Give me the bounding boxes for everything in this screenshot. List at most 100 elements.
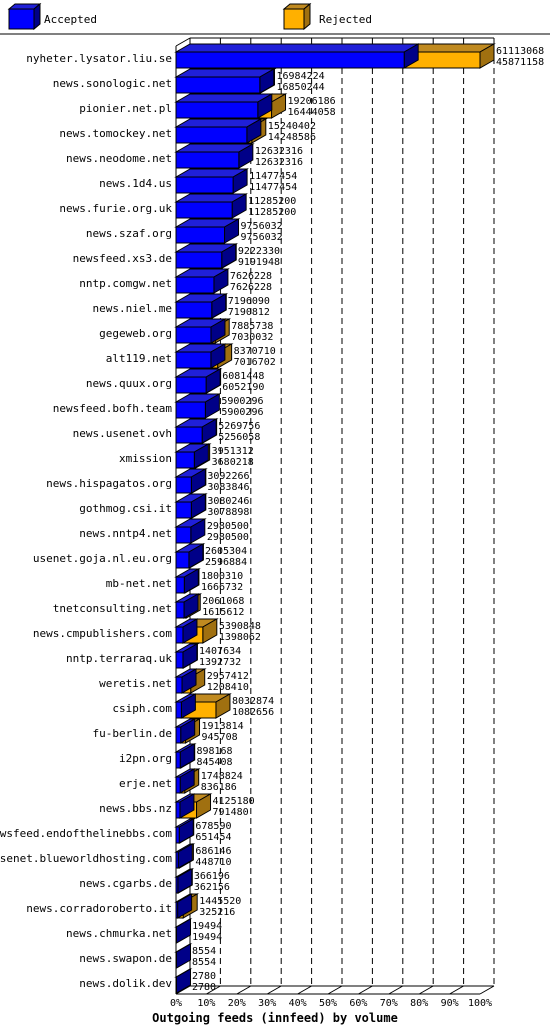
total-value-label: 12632316 (255, 146, 303, 157)
accepted-bar (174, 518, 207, 544)
category-label: newsfeed.xs3.de (73, 252, 172, 265)
total-value-label: 7626228 (230, 271, 272, 282)
accepted-bar (174, 168, 249, 194)
accepted-value-label: 845408 (196, 757, 232, 768)
accepted-bar (174, 318, 227, 344)
accepted-value-label: 1615612 (202, 607, 244, 618)
category-label: news.usenet.ovh (73, 427, 172, 440)
accepted-bar (174, 568, 201, 594)
total-value-label: 3951312 (212, 446, 254, 457)
legend-accepted-label: Accepted (44, 13, 97, 26)
accepted-bar (174, 693, 198, 719)
accepted-value-label: 11285200 (248, 207, 296, 218)
category-label: fu-berlin.de (93, 727, 172, 740)
accepted-bar (174, 118, 263, 144)
total-value-label: 6081448 (222, 371, 264, 382)
accepted-bar (174, 368, 222, 394)
category-label: news.szaf.org (86, 227, 172, 240)
total-value-label: 5390848 (219, 621, 261, 632)
total-value-label: 9756032 (241, 221, 283, 232)
accepted-value-label: 3078898 (207, 507, 249, 518)
x-tick-label: 0% (170, 998, 182, 1009)
category-label: xmission (119, 452, 172, 465)
total-value-label: 898168 (196, 746, 232, 757)
legend-rejected-swatch (282, 2, 312, 31)
floor-line (388, 985, 404, 995)
category-label: news.nntp4.net (79, 527, 172, 540)
category-label: newsfeed.endofthelinebbs.com (0, 827, 172, 840)
total-value-label: 7885738 (231, 321, 273, 332)
floor-line (297, 985, 312, 995)
category-label: news.hispagatos.org (46, 477, 172, 490)
total-value-label: 11477454 (249, 171, 297, 182)
accepted-value-label: 325216 (199, 907, 235, 918)
accepted-value-label: 1082656 (232, 707, 274, 718)
category-label: news.furie.org.uk (59, 202, 172, 215)
top-depth-edge (175, 37, 191, 47)
category-label: tnetconsulting.net (53, 602, 172, 615)
accepted-bar (174, 943, 193, 969)
total-value-label: 3092266 (207, 471, 249, 482)
accepted-value-label: 7030032 (231, 332, 273, 343)
accepted-value-label: 7626228 (230, 282, 272, 293)
total-value-label: 366196 (194, 871, 230, 882)
floor-line (327, 985, 343, 995)
category-label: gegeweb.org (99, 327, 172, 340)
total-value-label: 11285200 (248, 196, 296, 207)
category-label: news.swapon.de (79, 952, 172, 965)
category-label: news.corradoroberto.it (26, 902, 172, 915)
category-label: news.cgarbs.de (79, 877, 172, 890)
total-value-label: 1407634 (199, 646, 241, 657)
rejected-bar (402, 43, 496, 69)
chart-title: Outgoing feeds (innfeed) by volume (152, 1011, 398, 1025)
x-tick-label: 20% (228, 998, 246, 1009)
category-label: usenet.goja.nl.eu.org (33, 552, 172, 565)
total-value-label: 8370710 (234, 346, 276, 357)
total-value-label: 2061068 (202, 596, 244, 607)
accepted-bar (174, 543, 205, 569)
category-label: news.tomockey.net (59, 127, 172, 140)
accepted-value-label: 12632316 (255, 157, 303, 168)
accepted-value-label: 16850244 (276, 82, 324, 93)
category-label: news.cmpublishers.com (33, 627, 172, 640)
accepted-bar (174, 193, 249, 219)
accepted-value-label: 945708 (202, 732, 238, 743)
total-value-label: 8032874 (232, 696, 274, 707)
category-label: nntp.terraraq.uk (66, 652, 172, 665)
accepted-bar (174, 343, 227, 369)
accepted-bar (174, 818, 196, 844)
accepted-value-label: 45871158 (496, 57, 544, 68)
accepted-bar (174, 443, 211, 469)
accepted-value-label: 448710 (195, 857, 231, 868)
floor-line (236, 985, 252, 995)
accepted-bar (174, 893, 194, 919)
x-axis-ticks: 0% 10% 20% 30% 40% 50% 60% 70% 80% 90% 100% (170, 998, 492, 1009)
category-label: weretis.net (99, 677, 172, 690)
total-value-label: 1800310 (201, 571, 243, 582)
total-value-label: 19206186 (288, 96, 336, 107)
total-value-label: 5269756 (218, 421, 260, 432)
x-tick-label: 50% (319, 998, 337, 1009)
floor-line (449, 985, 464, 995)
total-value-label: 61113068 (496, 46, 544, 57)
category-label: news.quux.org (86, 377, 172, 390)
accepted-value-label: 1392732 (199, 657, 241, 668)
floor-line (266, 985, 282, 995)
x-tick-label: 40% (289, 998, 307, 1009)
accepted-bar (174, 218, 241, 244)
accepted-bar (174, 843, 195, 869)
total-value-label: 7196090 (228, 296, 270, 307)
floor-line (358, 985, 373, 995)
bars (174, 43, 496, 994)
category-label: nntp.comgw.net (79, 277, 172, 290)
floor-line (206, 985, 221, 995)
category-label: erje.net (119, 777, 172, 790)
total-value-label: 15240402 (268, 121, 316, 132)
x-tick-label: 10% (197, 998, 215, 1009)
accepted-bar (174, 593, 200, 619)
accepted-value-label: 651454 (195, 832, 231, 843)
floor-line (175, 985, 191, 995)
legend-accepted-swatch (7, 2, 42, 31)
